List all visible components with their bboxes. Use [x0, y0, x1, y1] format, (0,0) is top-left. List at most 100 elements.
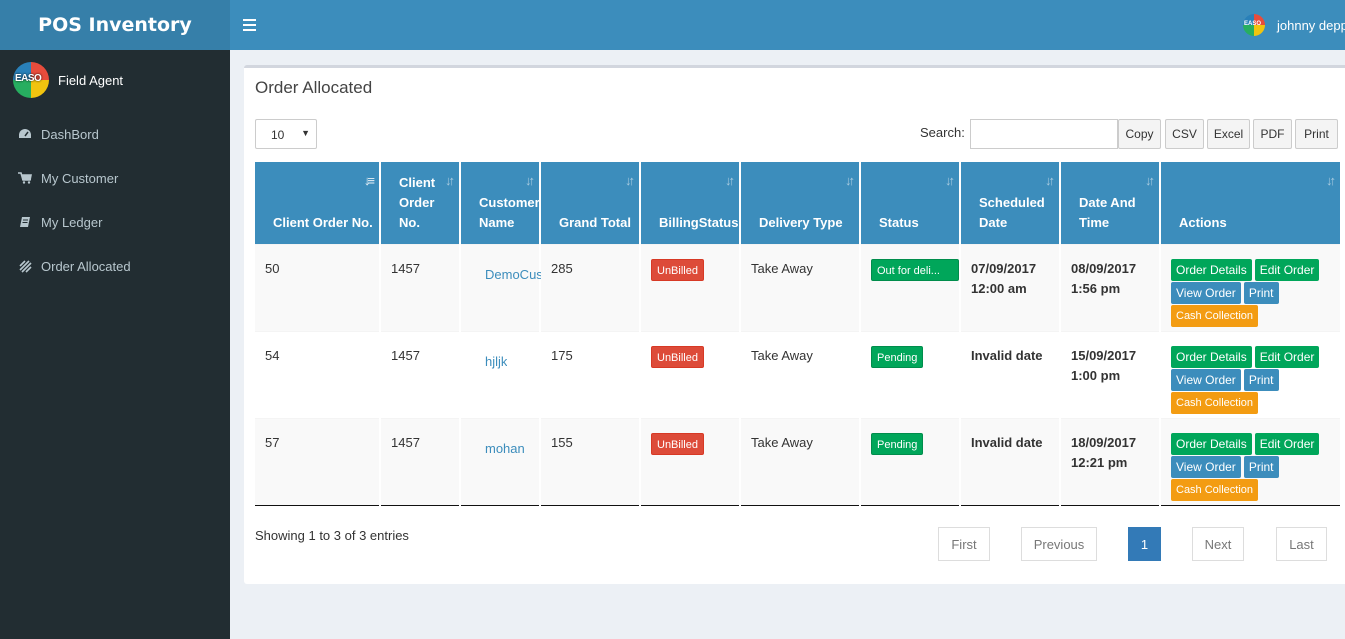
column-header[interactable]: ↓↑ Client Order No. — [380, 162, 461, 244]
user-menu[interactable]: johnny depp — [1243, 14, 1345, 36]
edit-order-button[interactable]: Edit Order — [1254, 432, 1320, 455]
search-input[interactable] — [970, 119, 1118, 149]
sort-icon: ↓↑ — [1145, 173, 1155, 188]
column-header[interactable]: ↓↑ Scheduled Date — [960, 162, 1061, 244]
page-length-value: 10 — [271, 128, 285, 142]
page-title: Order Allocated — [255, 78, 373, 97]
date-and-time: 18/09/2017 12:21 pm — [1060, 418, 1161, 506]
delivery-type: Take Away — [740, 331, 861, 418]
order-details-button[interactable]: Order Details — [1171, 258, 1252, 281]
cart-icon — [18, 171, 32, 185]
sidebar-item-label: My Ledger — [41, 214, 103, 230]
table-row: 57 1457 mohan 155 UnBilled Take Away Pen… — [255, 418, 1342, 506]
sort-icon: ↓↑ — [845, 173, 855, 188]
sidebar-item-label: DashBord — [41, 126, 99, 142]
scheduled-date: Invalid date — [960, 418, 1061, 506]
pagination-page-1[interactable]: 1 — [1128, 527, 1161, 561]
order-details-button[interactable]: Order Details — [1171, 345, 1252, 368]
table-row: 54 1457 hjljk 175 UnBilled Take Away Pen… — [255, 331, 1342, 418]
excel-button[interactable]: Excel — [1207, 119, 1250, 149]
csv-button[interactable]: CSV — [1165, 119, 1204, 149]
user-avatar — [1243, 14, 1265, 36]
sort-desc-icon: ↓≡ — [363, 173, 375, 188]
pagination-first[interactable]: First — [938, 527, 990, 561]
sidebar-item-order-allocated[interactable]: Order Allocated — [0, 244, 230, 288]
edit-order-button[interactable]: Edit Order — [1254, 345, 1320, 368]
sort-icon: ↓↑ — [945, 173, 955, 188]
avatar: EASO — [13, 62, 49, 98]
menu-toggle-icon[interactable] — [243, 16, 259, 34]
sort-icon: ↓↑ — [625, 173, 635, 188]
top-navbar: POS Inventory johnny depp — [0, 0, 1345, 50]
sort-icon: ↓↑ — [1326, 173, 1336, 188]
row-actions: Order Details Edit Order View Order Prin… — [1171, 258, 1331, 327]
client-order-no: 50 — [255, 244, 381, 331]
view-order-button[interactable]: View Order — [1171, 368, 1241, 391]
pagination-next[interactable]: Next — [1192, 527, 1244, 561]
print-order-button[interactable]: Print — [1243, 455, 1279, 478]
sidebar-item-my-customer[interactable]: My Customer — [0, 156, 230, 200]
column-header[interactable]: ↓↑ Actions — [1160, 162, 1342, 244]
status-badge: Pending — [871, 345, 924, 368]
search-label: Search: — [920, 125, 965, 140]
dashboard-icon — [18, 127, 32, 141]
app-logo[interactable]: POS Inventory — [0, 0, 230, 50]
scheduled-date: 07/09/2017 12:00 am — [960, 244, 1061, 331]
delivery-type: Take Away — [740, 418, 861, 506]
order-allocated-box: Order Allocated 10 ▼ Search: Copy CSV Ex… — [244, 65, 1345, 584]
cash-collection-button[interactable]: Cash Collection — [1171, 304, 1259, 327]
client-order-no-2: 1457 — [380, 331, 461, 418]
cash-collection-button[interactable]: Cash Collection — [1171, 478, 1259, 501]
column-header[interactable]: ↓≡ Client Order No. — [255, 162, 381, 244]
customer-link[interactable]: mohan — [485, 440, 525, 456]
copy-button[interactable]: Copy — [1118, 119, 1161, 149]
column-header[interactable]: ↓↑ Customer Name — [460, 162, 541, 244]
client-order-no: 57 — [255, 418, 381, 506]
billing-status-badge: UnBilled — [651, 345, 704, 368]
sort-icon: ↓↑ — [1045, 173, 1055, 188]
table-header-row: ↓≡ Client Order No. ↓↑ Client Order No. ↓↑… — [255, 162, 1342, 244]
column-header[interactable]: ↓↑ Date And Time — [1060, 162, 1161, 244]
customer-link[interactable]: hjljk — [485, 353, 508, 369]
billing-status-badge: UnBilled — [651, 432, 704, 455]
print-button[interactable]: Print — [1295, 119, 1338, 149]
column-header[interactable]: ↓↑ BillingStatus — [640, 162, 741, 244]
row-actions: Order Details Edit Order View Order Prin… — [1171, 432, 1331, 501]
sidebar-item-label: Order Allocated — [41, 258, 131, 274]
date-and-time: 15/09/2017 1:00 pm — [1060, 331, 1161, 418]
edit-order-button[interactable]: Edit Order — [1254, 258, 1320, 281]
profile-name: Field Agent — [58, 72, 124, 88]
view-order-button[interactable]: View Order — [1171, 455, 1241, 478]
sidebar-item-label: My Customer — [41, 170, 119, 186]
delivery-type: Take Away — [740, 244, 861, 331]
pagination-previous[interactable]: Previous — [1021, 527, 1097, 561]
view-order-button[interactable]: View Order — [1171, 281, 1241, 304]
sidebar-item-dashboard[interactable]: DashBord — [0, 112, 230, 156]
client-order-no-2: 1457 — [380, 418, 461, 506]
sidebar: EASO Field Agent DashBord My Customer My… — [0, 50, 230, 639]
client-order-no-2: 1457 — [380, 244, 461, 331]
sidebar-item-my-ledger[interactable]: My Ledger — [0, 200, 230, 244]
cash-collection-button[interactable]: Cash Collection — [1171, 391, 1259, 414]
status-badge: Out for deli... — [871, 258, 959, 281]
customer-link[interactable]: DemoCus — [485, 266, 541, 282]
user-name: johnny depp — [1277, 17, 1345, 33]
column-header[interactable]: ↓↑ Status — [860, 162, 961, 244]
order-details-button[interactable]: Order Details — [1171, 432, 1252, 455]
column-header[interactable]: ↓↑ Grand Total — [540, 162, 641, 244]
pagination-last[interactable]: Last — [1276, 527, 1327, 561]
pdf-button[interactable]: PDF — [1253, 119, 1292, 149]
status-badge: Pending — [871, 432, 924, 455]
print-order-button[interactable]: Print — [1243, 281, 1279, 304]
sidebar-profile: EASO Field Agent — [13, 62, 123, 98]
sort-icon: ↓↑ — [725, 173, 735, 188]
sidebar-menu: DashBord My Customer My Ledger Order All… — [0, 112, 230, 288]
client-order-no: 54 — [255, 331, 381, 418]
order-icon — [18, 259, 32, 273]
print-order-button[interactable]: Print — [1243, 368, 1279, 391]
scheduled-date: Invalid date — [960, 331, 1061, 418]
column-header[interactable]: ↓↑ Delivery Type — [740, 162, 861, 244]
page-length-select[interactable]: 10 ▼ — [255, 119, 317, 149]
sort-icon: ↓↑ — [525, 173, 535, 188]
grand-total: 285 — [540, 244, 641, 331]
